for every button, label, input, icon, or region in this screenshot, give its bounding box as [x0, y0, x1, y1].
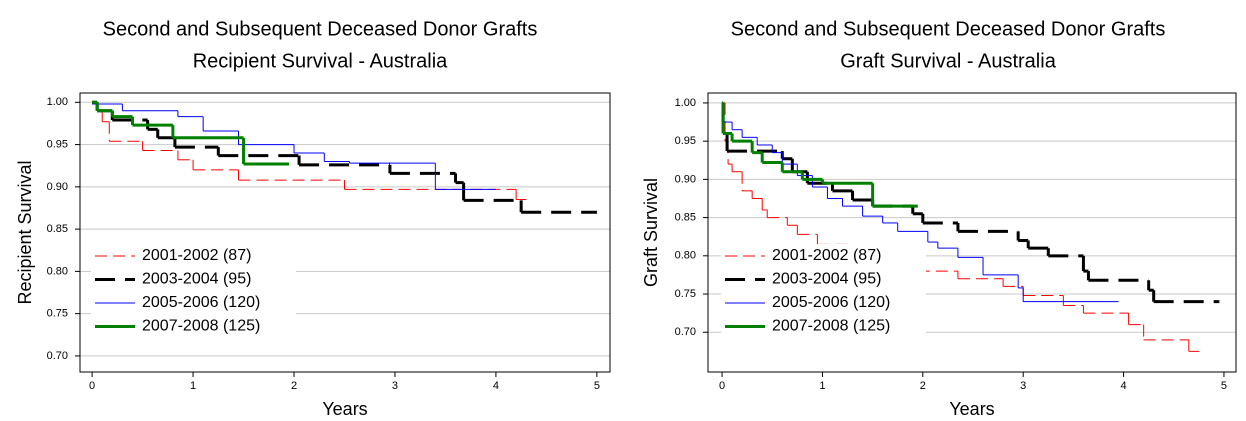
chart-title: Second and Subsequent Deceased Donor Gra…	[103, 18, 538, 40]
chart-panel: Second and Subsequent Deceased Donor Gra…	[15, 18, 611, 419]
y-tick-label: 0.85	[47, 223, 68, 235]
x-axis-label: Years	[949, 399, 994, 419]
y-axis-label: Graft Survival	[641, 178, 661, 287]
y-tick-label: 0.70	[675, 326, 696, 338]
y-tick-label: 0.85	[675, 212, 696, 224]
legend-label: 2003-2004 (95)	[772, 271, 881, 288]
y-tick-label: 0.90	[675, 173, 696, 185]
x-tick-label: 5	[594, 380, 600, 392]
y-tick-label: 0.75	[675, 288, 696, 300]
y-tick-label: 1.00	[675, 97, 696, 109]
chart-subtitle: Recipient Survival - Australia	[193, 50, 448, 72]
legend-label: 2003-2004 (95)	[142, 271, 251, 288]
legend-label: 2001-2002 (87)	[142, 247, 251, 264]
chart-panel: Second and Subsequent Deceased Donor Gra…	[641, 18, 1237, 419]
y-tick-label: 1.00	[47, 96, 68, 108]
legend-label: 2001-2002 (87)	[772, 247, 881, 264]
y-tick-label: 0.80	[675, 250, 696, 262]
x-tick-label: 4	[493, 380, 499, 392]
y-tick-label: 0.95	[675, 135, 696, 147]
x-tick-label: 4	[1121, 380, 1127, 392]
plot-frame	[707, 92, 1237, 373]
x-tick-label: 1	[819, 380, 825, 392]
legend-label: 2007-2008 (125)	[142, 318, 260, 335]
x-tick-label: 5	[1221, 380, 1227, 392]
x-tick-label: 0	[719, 380, 725, 392]
x-tick-label: 0	[89, 380, 95, 392]
chart-title: Second and Subsequent Deceased Donor Gra…	[731, 18, 1166, 40]
legend: 2001-2002 (87) 2003-2004 (95) 2005-2006 (1…	[721, 244, 926, 342]
x-tick-label: 3	[1020, 380, 1026, 392]
legend-label: 2007-2008 (125)	[772, 318, 890, 335]
x-tick-label: 2	[920, 380, 926, 392]
x-tick-label: 3	[392, 380, 398, 392]
legend-label: 2005-2006 (120)	[772, 294, 890, 311]
y-tick-label: 0.90	[47, 181, 68, 193]
series-line	[722, 102, 1119, 303]
y-tick-label: 0.95	[47, 138, 68, 150]
y-axis-label: Recipient Survival	[15, 160, 35, 304]
y-tick-label: 0.70	[47, 350, 68, 362]
x-tick-label: 1	[190, 380, 196, 392]
plot-frame	[79, 92, 611, 373]
legend: 2001-2002 (87) 2003-2004 (95) 2005-2006 (1…	[91, 244, 296, 342]
y-tick-label: 0.80	[47, 265, 68, 277]
chart-subtitle: Graft Survival - Australia	[840, 50, 1057, 72]
x-tick-label: 2	[291, 380, 297, 392]
y-tick-label: 0.75	[47, 308, 68, 320]
series-line	[92, 100, 289, 166]
legend-label: 2005-2006 (120)	[142, 294, 260, 311]
x-axis-label: Years	[322, 399, 367, 419]
series-line	[721, 101, 918, 208]
